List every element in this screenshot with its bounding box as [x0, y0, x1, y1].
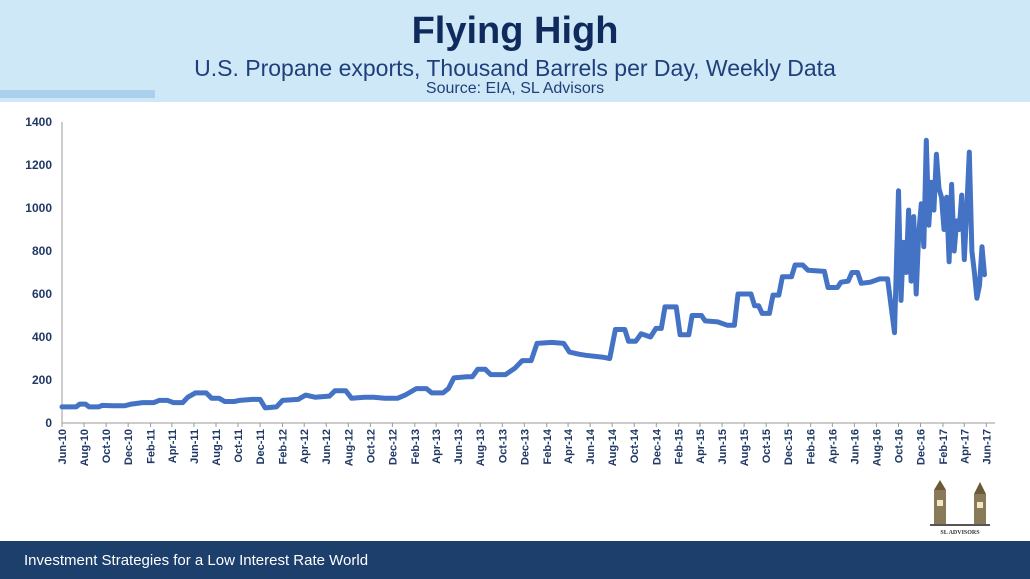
x-tick-label: Jun-15 [717, 429, 729, 464]
x-tick-label: Apr-16 [827, 429, 839, 464]
x-tick-label: Oct-13 [497, 429, 509, 463]
x-tick-label: Apr-11 [167, 429, 179, 463]
x-tick-label: Dec-10 [123, 429, 135, 465]
x-tick-label: Aug-12 [343, 429, 355, 466]
x-tick-label: Jun-12 [321, 429, 333, 464]
x-tick-label: Apr-12 [299, 429, 311, 464]
x-tick-label: Aug-11 [211, 429, 223, 466]
chart-subtitle: U.S. Propane exports, Thousand Barrels p… [194, 55, 836, 81]
header-accent-bar [0, 90, 155, 98]
logo-text: SL ADVISORS [940, 530, 980, 536]
x-tick-label: Dec-16 [916, 429, 928, 465]
y-tick-label: 800 [32, 244, 52, 258]
line-chart: 0 200 400 600 800 1000 1200 1400 Jun-10 Aug-10 Oct… [25, 115, 995, 466]
x-tick-label: Dec-12 [387, 429, 399, 465]
x-tick-label: Apr-15 [695, 429, 707, 464]
footer-text: Investment Strategies for a Low Interest… [24, 552, 369, 569]
x-tick-label: Feb-13 [410, 429, 422, 464]
tick-labels: 0 200 400 600 800 1000 1200 1400 Jun-10 Aug-10 Oct… [25, 115, 993, 466]
y-tick-label: 0 [45, 416, 52, 430]
series-line-0 [59, 137, 987, 411]
x-tick-label: Dec-14 [651, 428, 663, 465]
x-tick-label: Jun-16 [849, 429, 861, 464]
y-tick-label: 1200 [25, 158, 52, 172]
y-tick-label: 1400 [25, 115, 52, 129]
x-tick-label: Jun-17 [981, 429, 993, 464]
y-tick-label: 400 [32, 330, 52, 344]
x-tick-label: Aug-14 [607, 428, 619, 466]
x-tick-label: Apr-13 [431, 429, 443, 464]
x-tick-label: Apr-17 [959, 429, 971, 464]
x-tick-label: Aug-10 [79, 429, 91, 466]
x-tick-label: Oct-14 [629, 428, 641, 463]
x-tick-label: Dec-13 [519, 429, 531, 465]
x-tick-label: Jun-11 [189, 429, 201, 464]
chart-source: Source: EIA, SL Advisors [425, 80, 605, 97]
sl-advisors-logo: SL ADVISORS [930, 480, 990, 536]
header-band [0, 0, 1030, 102]
y-tick-label: 200 [32, 373, 52, 387]
footer-bar: Investment Strategies for a Low Interest… [0, 541, 1030, 579]
series-layer [59, 137, 987, 411]
y-tick-label: 1000 [25, 201, 52, 215]
x-tick-label: Dec-11 [255, 429, 267, 464]
x-tick-label: Jun-13 [453, 429, 465, 464]
y-tick-label: 600 [32, 287, 52, 301]
x-tick-label: Aug-15 [739, 429, 751, 466]
x-tick-label: Apr-14 [563, 428, 575, 464]
x-tick-label: Feb-11 [146, 429, 158, 464]
x-tick-label: Aug-13 [475, 429, 487, 466]
x-tick-label: Oct-10 [101, 429, 113, 463]
x-tick-label: Aug-16 [871, 429, 883, 466]
x-tick-label: Feb-14 [542, 428, 554, 464]
axes [61, 122, 995, 427]
x-tick-label: Oct-15 [761, 429, 773, 463]
x-tick-label: Oct-16 [893, 429, 905, 463]
x-tick-label: Feb-16 [806, 429, 818, 464]
x-tick-label: Oct-11 [233, 429, 245, 463]
x-tick-label: Dec-15 [783, 429, 795, 465]
x-tick-label: Feb-17 [938, 429, 950, 464]
x-tick-label: Feb-12 [278, 429, 290, 464]
x-tick-label: Jun-14 [585, 428, 597, 464]
x-tick-label: Jun-10 [57, 429, 69, 464]
x-tick-label: Oct-12 [365, 429, 377, 463]
x-tick-label: Feb-15 [674, 429, 686, 464]
chart-title: Flying High [411, 10, 619, 52]
